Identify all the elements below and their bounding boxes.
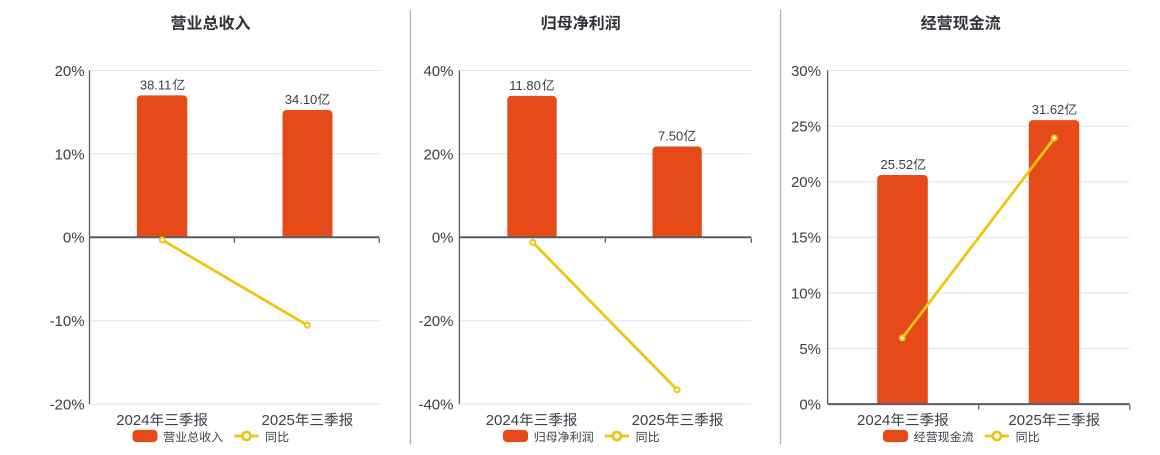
svg-text:2024: 2024 bbox=[116, 412, 149, 429]
svg-text:2025: 2025 bbox=[262, 412, 295, 429]
svg-text:2025: 2025 bbox=[1008, 412, 1041, 429]
svg-text:10%: 10% bbox=[791, 285, 821, 302]
svg-text:0%: 0% bbox=[63, 230, 85, 247]
svg-text:40%: 40% bbox=[423, 63, 453, 80]
svg-text:34.10: 34.10 bbox=[285, 92, 318, 107]
svg-text:0%: 0% bbox=[432, 230, 454, 247]
svg-text:-40%: -40% bbox=[418, 397, 453, 414]
svg-text:30%: 30% bbox=[791, 63, 821, 80]
svg-text:25%: 25% bbox=[791, 119, 821, 136]
svg-text:20%: 20% bbox=[423, 146, 453, 163]
svg-text:0%: 0% bbox=[799, 397, 821, 414]
svg-text:5%: 5% bbox=[799, 341, 821, 358]
svg-text:-10%: -10% bbox=[50, 313, 85, 330]
svg-text:20%: 20% bbox=[791, 174, 821, 191]
svg-text:-20%: -20% bbox=[418, 313, 453, 330]
svg-text:20%: 20% bbox=[55, 63, 85, 80]
svg-text:38.11: 38.11 bbox=[140, 77, 172, 92]
svg-text:31.62: 31.62 bbox=[1032, 102, 1065, 117]
svg-text:15%: 15% bbox=[791, 230, 821, 247]
svg-text:2024: 2024 bbox=[486, 412, 519, 429]
svg-text:2025: 2025 bbox=[632, 412, 665, 429]
svg-text:-20%: -20% bbox=[50, 397, 85, 414]
svg-text:10%: 10% bbox=[55, 146, 85, 163]
svg-text:2024: 2024 bbox=[857, 412, 890, 429]
svg-text:7.50: 7.50 bbox=[658, 129, 683, 144]
svg-text:25.52: 25.52 bbox=[881, 157, 914, 172]
svg-text:11.80: 11.80 bbox=[509, 78, 541, 93]
